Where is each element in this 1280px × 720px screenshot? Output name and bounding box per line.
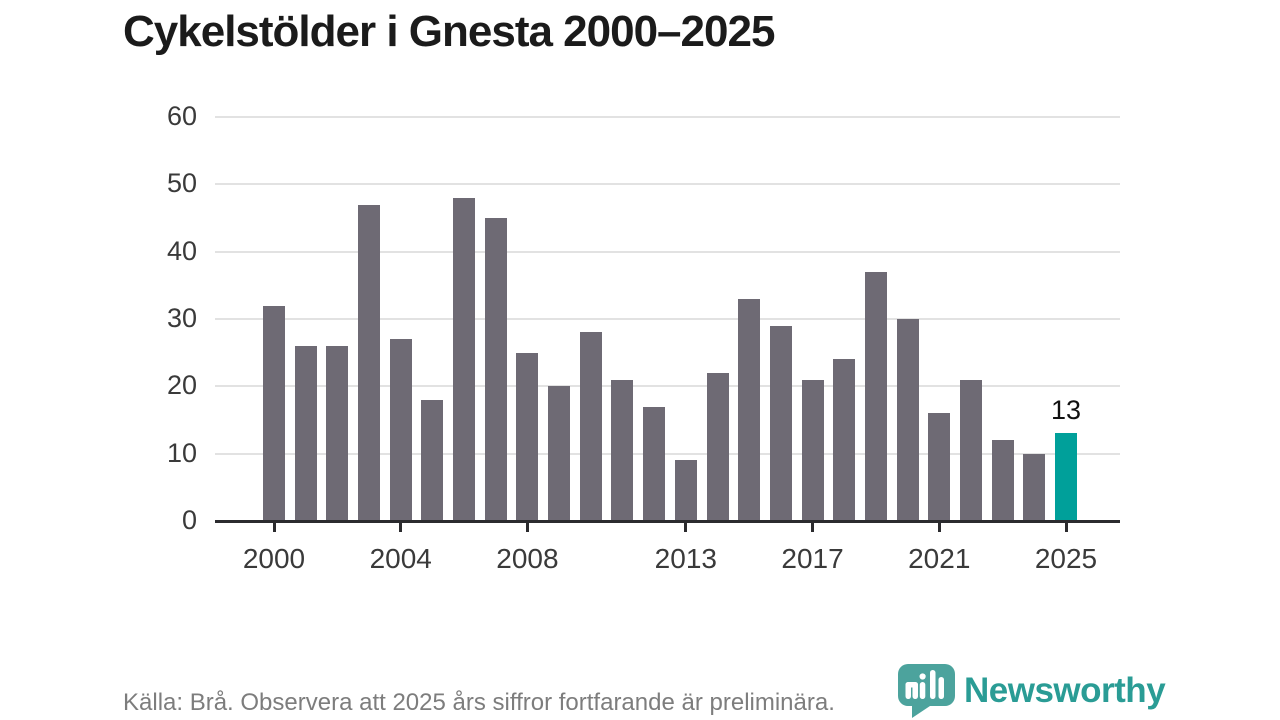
bar-2022	[959, 379, 982, 521]
y-axis-tick-label: 40	[166, 235, 197, 266]
y-gridline	[215, 452, 1120, 455]
x-axis-tick	[525, 521, 529, 532]
bar-2003	[358, 204, 381, 521]
x-axis-tick	[937, 521, 941, 532]
highlight-value-label: 13	[1050, 395, 1082, 426]
bar-2010	[579, 332, 602, 521]
x-axis-tick-label: 2004	[369, 543, 432, 574]
chart-title: Cykelstölder i Gnesta 2000–2025	[123, 7, 775, 56]
bar-2007	[484, 218, 507, 521]
x-axis-line	[215, 519, 1120, 523]
bar-2013	[674, 460, 697, 521]
y-axis-tick-label: 10	[166, 437, 197, 468]
x-axis-tick-label: 2025	[1034, 543, 1098, 574]
bar-2008	[516, 352, 539, 521]
y-axis-tick-label: 0	[181, 505, 197, 535]
bar-2014	[706, 372, 729, 521]
newsworthy-bubble-chart-icon	[898, 664, 955, 718]
bar-2017	[801, 379, 824, 521]
bar-2019	[864, 271, 887, 521]
bar-2011	[611, 379, 634, 521]
bar-2000	[263, 305, 285, 521]
x-axis-tick	[1064, 521, 1068, 532]
x-axis-tick-label: 2013	[654, 543, 717, 574]
y-gridline	[215, 250, 1120, 253]
x-axis-tick	[811, 521, 815, 532]
bar-2023	[991, 440, 1014, 521]
y-gridline	[215, 318, 1120, 320]
bar-2002	[326, 345, 349, 521]
x-axis-tick-label: 2008	[496, 543, 559, 574]
bar-2020	[896, 319, 919, 521]
source-note: Källa: Brå. Observera att 2025 års siffr…	[123, 689, 835, 716]
y-axis-tick-label: 30	[166, 303, 197, 333]
bar-2006	[453, 197, 476, 521]
x-axis-tick	[399, 521, 403, 532]
bar-2004	[389, 339, 412, 521]
x-axis-tick-label: 2021	[908, 543, 971, 574]
y-axis-tick-label: 60	[166, 101, 197, 131]
bar-2015	[738, 298, 761, 521]
bar-2024	[1023, 453, 1046, 521]
bar-2025	[1055, 433, 1077, 521]
bar-2012	[643, 406, 666, 521]
bar-2021	[928, 413, 951, 521]
bar-2005	[421, 399, 444, 521]
x-axis-tick	[684, 521, 688, 532]
x-axis-tick-label: 2017	[781, 543, 844, 574]
y-axis-tick-label: 50	[166, 168, 197, 199]
newsworthy-wordmark: Newsworthy	[964, 671, 1166, 710]
y-gridline	[215, 116, 1120, 118]
bar-2016	[769, 325, 792, 521]
bar-2018	[833, 359, 856, 521]
bar-2001	[294, 345, 317, 521]
newsworthy-logo-link[interactable]: Newsworthy	[897, 663, 1166, 718]
y-gridline	[215, 183, 1120, 186]
y-axis-tick-label: 20	[166, 370, 197, 401]
x-axis-tick	[272, 521, 276, 532]
x-axis-tick-label: 2000	[242, 543, 306, 574]
y-gridline	[215, 385, 1120, 388]
bar-2009	[548, 386, 571, 521]
